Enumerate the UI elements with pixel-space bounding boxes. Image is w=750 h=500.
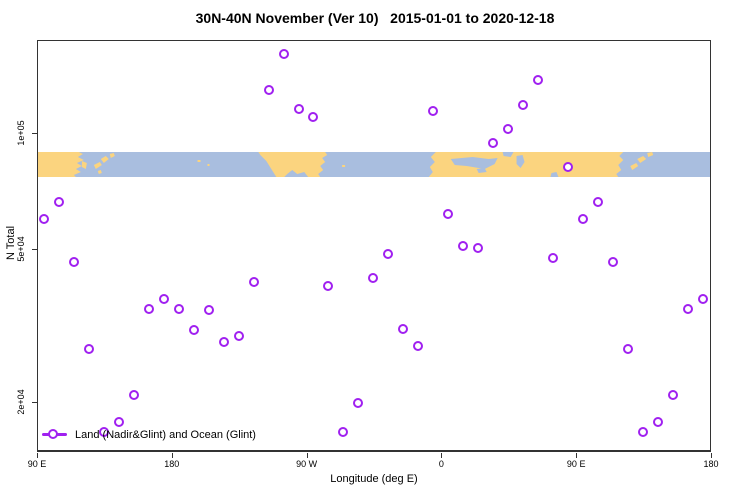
y-tick (32, 401, 37, 403)
x-tick-label: 0 (438, 459, 444, 469)
landmass-japan (637, 156, 647, 163)
island-speck (207, 164, 210, 166)
landmass-asia-left (38, 152, 84, 177)
data-point (652, 417, 663, 428)
data-point (368, 273, 379, 284)
y-tick (32, 133, 37, 135)
data-point (113, 417, 124, 428)
landmass-korea (81, 161, 87, 169)
data-point (98, 427, 109, 438)
data-point (428, 105, 439, 116)
data-point (667, 389, 678, 400)
mediterranean-sea (450, 157, 498, 169)
data-point (398, 323, 409, 334)
x-tick-label: 180 (164, 459, 180, 469)
landmass-north-america (258, 152, 328, 177)
landmass-japan (93, 162, 102, 169)
data-point (638, 427, 648, 438)
data-point (173, 304, 184, 315)
mediterranean-sea (476, 168, 487, 173)
island-speck (342, 165, 346, 167)
data-point (353, 397, 364, 408)
island-speck (197, 160, 201, 162)
data-point (608, 257, 619, 268)
data-point (548, 252, 559, 263)
x-tick (306, 453, 308, 458)
caspian-sea (516, 155, 525, 168)
data-point (697, 293, 708, 304)
data-point (203, 305, 214, 316)
y-tick-label: 5e+04 (16, 236, 26, 262)
data-point (578, 214, 589, 225)
x-tick (37, 453, 38, 458)
data-point (338, 427, 349, 438)
data-point (248, 277, 259, 288)
landmass-japan (109, 153, 115, 158)
data-point (278, 49, 289, 60)
data-point (323, 280, 334, 291)
x-tick (711, 453, 712, 458)
x-tick-label: 90 E (566, 459, 586, 469)
x-tick-label: 90 E (27, 459, 47, 469)
landmass-japan (97, 170, 102, 174)
data-point (458, 241, 469, 252)
data-point (488, 138, 499, 149)
landmass-japan (630, 163, 639, 170)
data-point (518, 100, 529, 111)
data-point (503, 124, 514, 135)
data-point (623, 344, 634, 355)
data-point (413, 340, 424, 351)
data-point (128, 389, 139, 400)
data-point (682, 304, 693, 315)
data-point (158, 293, 169, 304)
data-point (443, 208, 454, 219)
markers-layer (38, 41, 710, 450)
x-axis-label: Longitude (deg E) (330, 473, 418, 485)
data-point (308, 111, 319, 122)
persian-gulf (550, 172, 559, 177)
data-point (233, 331, 244, 342)
data-point (293, 104, 304, 115)
data-point (533, 75, 544, 86)
landmass-japan (100, 156, 109, 163)
data-point (473, 243, 484, 254)
y-tick-label: 1e+05 (16, 120, 26, 146)
y-tick-label: 2e+04 (16, 389, 26, 415)
data-point (383, 249, 394, 260)
data-point (53, 197, 64, 208)
x-tick (576, 453, 578, 458)
x-tick-label: 180 (703, 459, 719, 469)
black-sea (502, 152, 514, 157)
data-point (188, 325, 199, 336)
data-point (593, 197, 604, 208)
x-tick (171, 453, 173, 458)
data-point (83, 344, 94, 355)
data-point (68, 257, 79, 268)
y-tick (32, 248, 37, 250)
data-point (218, 337, 229, 348)
x-tick (441, 453, 443, 458)
landmass-japan (647, 152, 654, 157)
data-point (38, 214, 49, 225)
data-point (143, 304, 154, 315)
chart-title: 30N-40N November (Ver 10) 2015-01-01 to … (195, 10, 555, 26)
x-tick-label: 90 W (296, 459, 318, 469)
data-point (563, 161, 574, 172)
data-point (263, 85, 274, 96)
world-map-strip (38, 152, 710, 177)
plot-area: Land (Nadir&Glint) and Ocean (Glint) (37, 40, 711, 452)
